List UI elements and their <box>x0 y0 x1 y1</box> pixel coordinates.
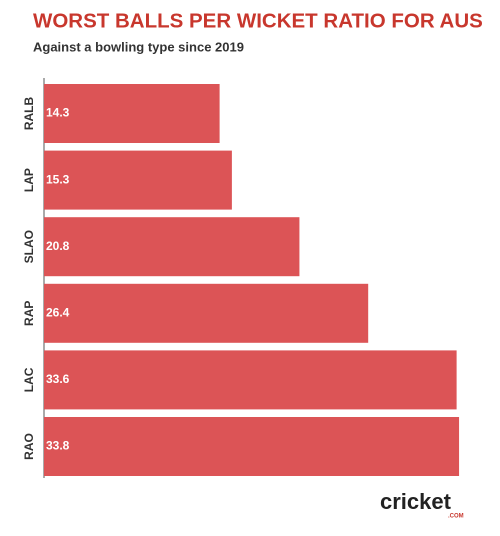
y-tick-label: RAO <box>22 433 36 460</box>
value-label: 33.8 <box>46 439 70 453</box>
bar <box>44 150 232 210</box>
logo-suffix: .COM <box>448 514 464 520</box>
y-tick-label: RALB <box>22 97 36 131</box>
bar <box>44 84 220 143</box>
bar <box>44 350 457 410</box>
bar <box>44 283 369 343</box>
logo-text: cricket <box>380 489 452 514</box>
bar <box>44 417 460 476</box>
value-label: 20.8 <box>46 239 70 253</box>
bar <box>44 217 300 277</box>
logo: cricket .COM <box>380 489 464 520</box>
y-tick-label: LAP <box>22 168 36 192</box>
y-tick-label: RAP <box>22 301 36 326</box>
chart-subtitle: Against a bowling type since 2019 <box>33 39 244 54</box>
chart-title: WORST BALLS PER WICKET RATIO FOR AUS <box>33 9 483 32</box>
value-label: 26.4 <box>46 305 70 319</box>
y-tick-label: SLAO <box>22 230 36 263</box>
value-label: 33.6 <box>46 372 70 386</box>
value-label: 14.3 <box>46 106 70 120</box>
y-tick-label: LAC <box>22 367 36 392</box>
value-label: 15.3 <box>46 172 70 186</box>
